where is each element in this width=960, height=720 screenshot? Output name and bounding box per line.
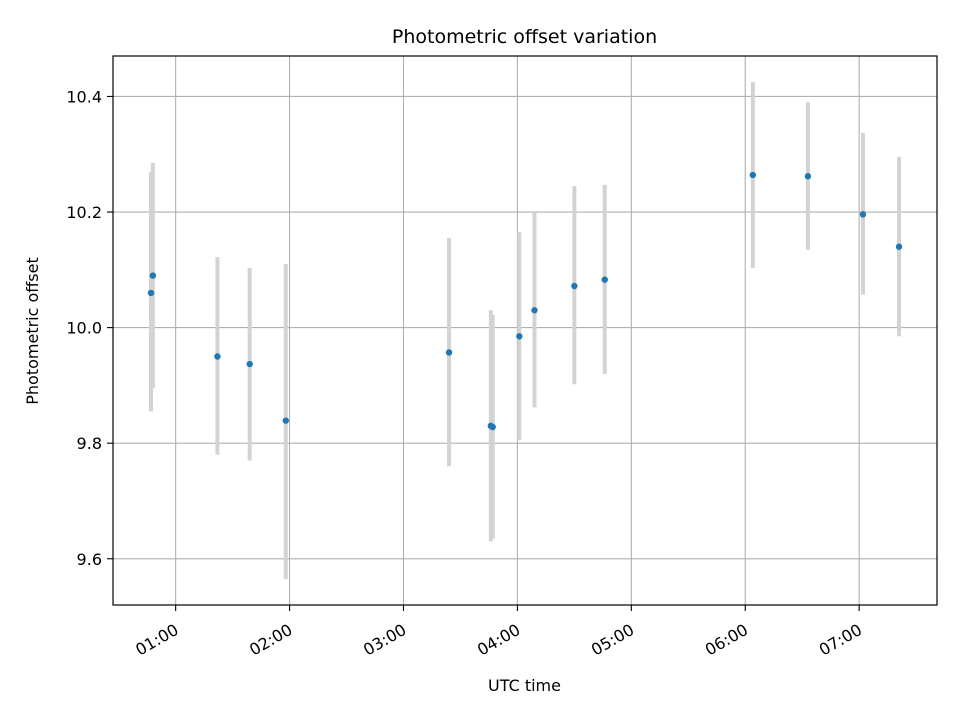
data-point: [282, 417, 289, 424]
data-point: [246, 360, 253, 368]
data-point: [445, 349, 453, 356]
data-point: [749, 171, 757, 179]
data-point: [489, 423, 496, 431]
data-point: [804, 173, 812, 180]
data-point: [601, 276, 608, 283]
data-point: [147, 289, 155, 297]
data-point: [571, 282, 578, 290]
y-tick-label: 10.0: [66, 319, 102, 338]
data-point: [149, 272, 157, 279]
data-point: [859, 211, 867, 218]
y-tick-label: 9.8: [77, 434, 102, 453]
y-tick-label: 10.2: [66, 203, 102, 222]
plot-frame: [112, 55, 938, 606]
data-points: [147, 171, 903, 431]
data-point: [214, 353, 221, 360]
data-point: [895, 243, 903, 250]
x-axis-title: UTC time: [488, 676, 561, 695]
data-point: [531, 307, 538, 314]
y-axis-title: Photometric offset: [23, 257, 42, 405]
chart-title: Photometric offset variation: [392, 26, 657, 48]
y-tick-label: 9.6: [77, 550, 102, 569]
y-tick-label: 10.4: [66, 87, 102, 106]
grid: [113, 56, 937, 605]
data-point: [516, 333, 523, 340]
